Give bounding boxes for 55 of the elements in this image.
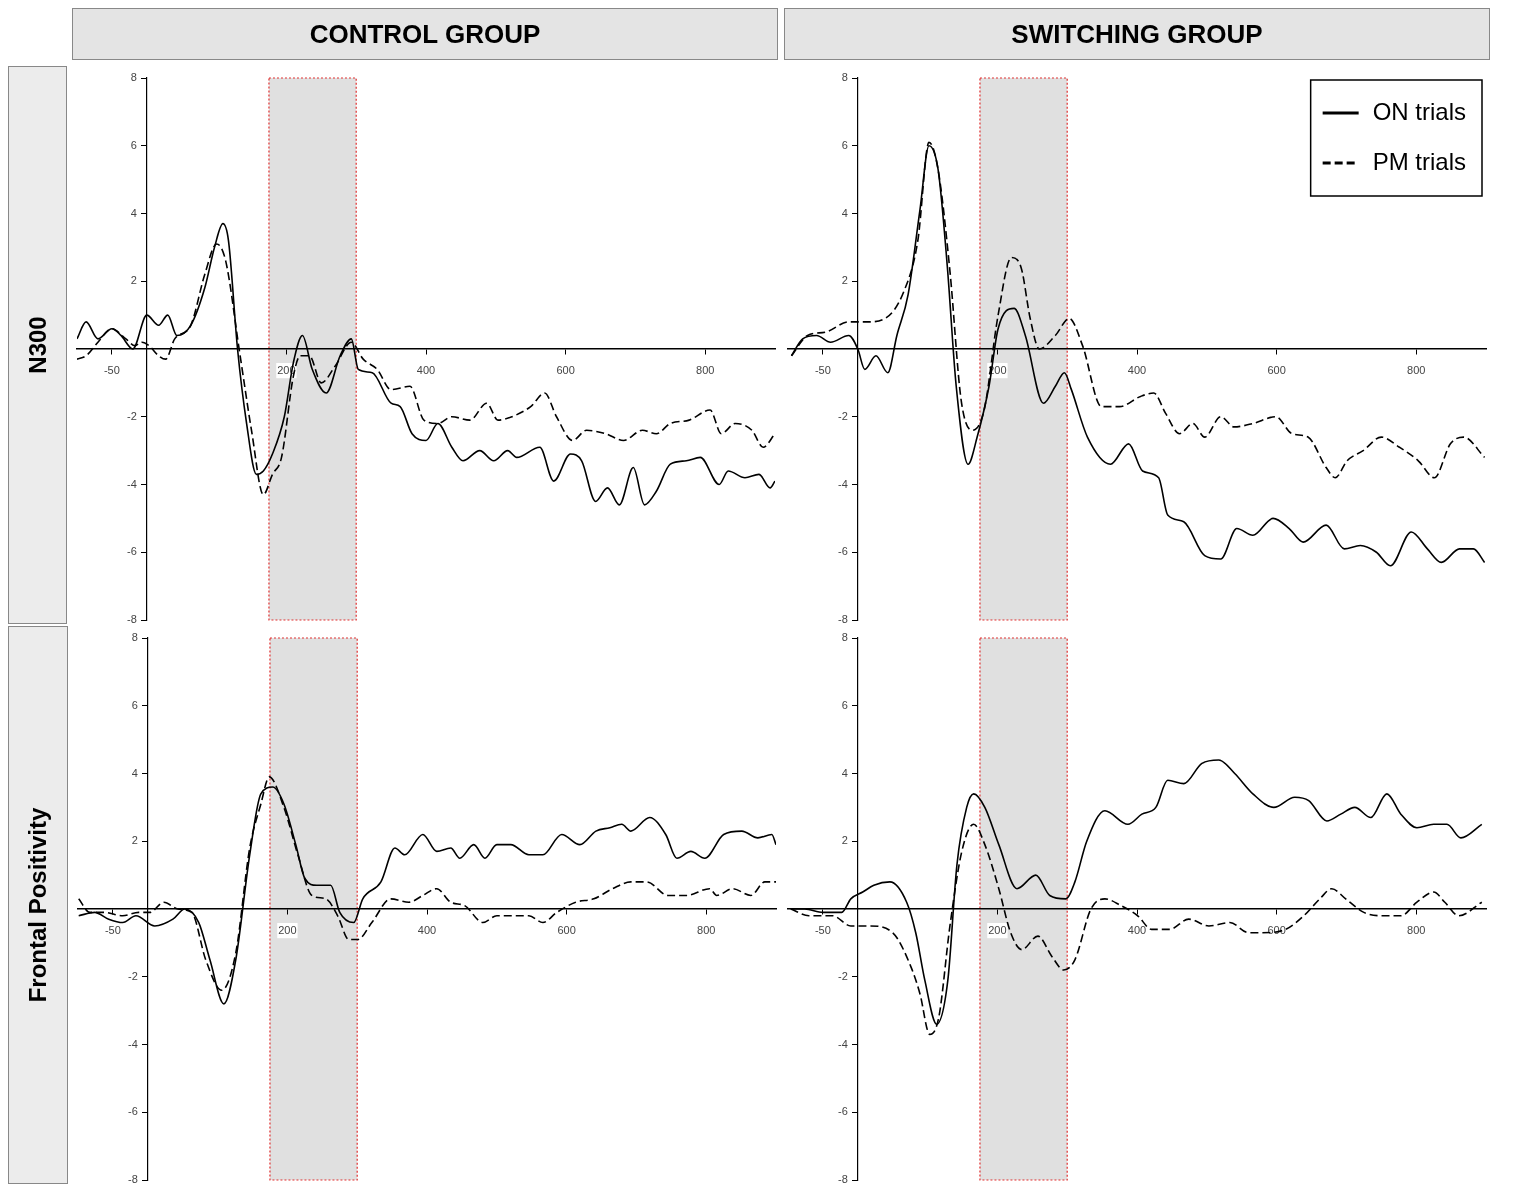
y-tick-label: -4 [127,477,138,490]
y-tick-label: -8 [127,613,138,626]
y-tick-label: 2 [131,274,138,287]
y-tick-label: -2 [128,969,138,982]
y-tick-label: 4 [841,206,848,219]
x-tick-label: 600 [556,363,576,376]
y-tick-label: 4 [841,766,848,779]
chart-title: CONTROL GROUP [72,8,778,60]
x-tick-label: -50 [104,923,121,936]
x-tick-label: 800 [1407,363,1426,376]
y-tick-label: -6 [838,545,848,558]
x-tick-label: 600 [557,923,576,936]
y-tick-label: 6 [841,138,848,151]
y-tick-label: 8 [841,71,848,84]
x-tick-label: -50 [814,363,831,376]
y-tick-label: 6 [131,138,138,151]
y-tick-label: -4 [128,1037,138,1050]
x-tick-label: 400 [1127,363,1147,376]
y-tick-label: -4 [838,1037,848,1050]
y-axis-title: Frontal Positivity [24,807,52,1003]
y-tick-label: -6 [838,1105,848,1118]
y-tick-label: -8 [838,613,848,626]
y-tick-label: 2 [131,834,138,847]
x-tick-label: 400 [417,923,437,936]
y-tick-label: 8 [131,71,138,84]
y-tick-label: -8 [128,1173,138,1186]
legend-label: ON trials [1372,97,1466,125]
x-tick-label: 600 [1267,363,1286,376]
x-tick-label: 200 [988,923,1007,936]
y-tick-label: -6 [127,545,138,558]
x-tick-label: -50 [814,923,831,936]
y-tick-label: -2 [127,409,138,422]
x-tick-label: 200 [278,923,297,936]
y-axis-title: N300 [23,316,52,374]
y-tick-label: 4 [131,766,138,779]
x-tick-label: 800 [697,923,716,936]
y-tick-label: 4 [131,206,138,219]
x-tick-label: 800 [1407,923,1426,936]
x-tick-label: 400 [417,363,436,376]
y-tick-label: 6 [131,698,138,711]
y-tick-label: 2 [841,834,848,847]
y-tick-label: -2 [838,969,848,982]
y-tick-label: 6 [841,698,848,711]
x-tick-label: -50 [104,363,121,376]
chart-title: SWITCHING GROUP [784,8,1490,60]
y-tick-label: 8 [841,631,848,644]
y-tick-label: 2 [841,274,848,287]
y-tick-label: -8 [838,1173,848,1186]
y-tick-label: 8 [131,631,138,644]
legend-label: PM trials [1372,147,1466,175]
y-tick-label: -4 [838,477,848,490]
y-tick-label: -2 [838,409,848,422]
x-tick-label: 400 [1127,923,1147,936]
y-tick-label: -6 [128,1105,138,1118]
x-tick-label: 800 [696,363,715,376]
